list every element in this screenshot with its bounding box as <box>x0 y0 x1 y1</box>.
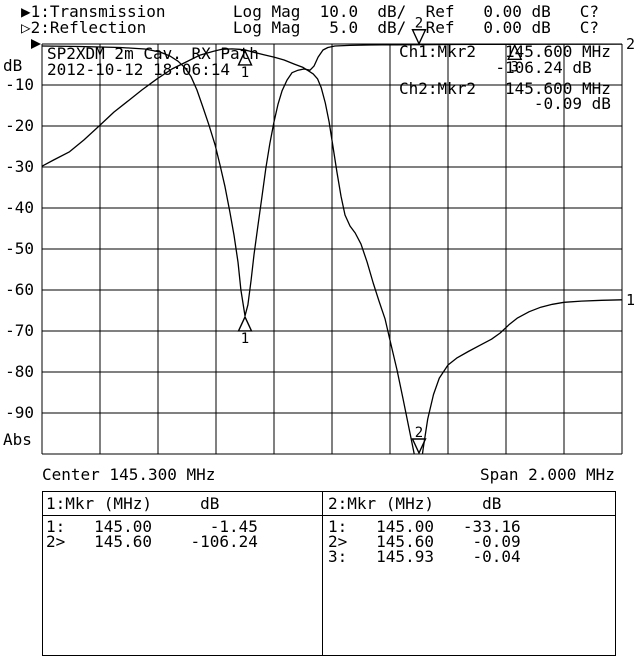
y-axis-tick-label: -40 <box>5 198 34 217</box>
y-axis-tick-label: -50 <box>5 239 34 258</box>
ch2-marker-readout-freq: Ch2:Mkr2 145.600 MHz <box>399 79 611 98</box>
marker-1-trace1-label: 1 <box>241 65 249 81</box>
measurement-title: SP2XDM 2m Cav. RX Path <box>47 44 259 63</box>
y-axis-tick-label: -60 <box>5 280 34 299</box>
marker-table-divider <box>322 492 323 655</box>
marker-table2-rows: 1: 145.00 -33.16 2> 145.60 -0.09 3: 145.… <box>328 517 521 566</box>
trace-transmission <box>42 48 622 454</box>
marker-1-trace1-symbol-icon <box>237 49 253 66</box>
ch1-marker-readout-value: -106.24 dB <box>399 58 592 77</box>
marker-1-trace2-label: 1 <box>241 331 249 347</box>
channel2-header: ▷2:Reflection Log Mag 5.0 dB/ Ref 0.00 d… <box>21 18 599 37</box>
ch2-marker-readout-value: -0.09 dB <box>399 94 611 113</box>
span-label: Span 2.000 MHz <box>480 465 615 484</box>
marker-table-rows: 1: 145.00 -1.45 2> 145.60 -106.24 1: 145… <box>43 516 615 566</box>
marker-table-headers: 1:Mkr (MHz) dB 2:Mkr (MHz) dB <box>43 492 615 516</box>
trace-2-number-label: 2 <box>626 35 635 53</box>
marker-2-trace2-label: 2 <box>415 16 423 32</box>
marker-2-trace2-symbol-icon <box>411 29 427 46</box>
marker-1-trace2-symbol-icon <box>237 315 253 332</box>
marker-table2-header: 2:Mkr (MHz) dB <box>328 494 502 513</box>
y-axis-unit: dB <box>3 56 23 75</box>
ch1-marker-readout-freq: Ch1:Mkr2 145.600 MHz <box>399 42 611 61</box>
y-axis-tick-label: -80 <box>5 362 34 381</box>
plot-area: 1 2 1 2 1 2 3 <box>31 16 635 455</box>
marker-2-trace1-symbol-icon <box>411 438 427 455</box>
marker-3-trace2-label: 3 <box>510 59 518 75</box>
y-axis-tick-label: -20 <box>5 116 34 135</box>
y-axis-tick-label: -90 <box>5 403 34 422</box>
y-axis-tick-label: -70 <box>5 321 34 340</box>
graticule <box>41 43 623 455</box>
center-frequency-label: Center 145.300 MHz <box>42 465 216 484</box>
ref-level-indicator-icon <box>31 39 41 49</box>
marker-table1-header: 1:Mkr (MHz) dB <box>46 494 220 513</box>
marker-3-trace2-symbol-icon <box>507 43 523 61</box>
y-axis-tick-label: -10 <box>5 75 34 94</box>
y-axis-tick-label: -30 <box>5 157 34 176</box>
channel1-header: ▶1:Transmission Log Mag 10.0 dB/ Ref 0.0… <box>21 2 599 21</box>
marker-tables: 1:Mkr (MHz) dB 2:Mkr (MHz) dB 1: 145.00 … <box>42 491 616 656</box>
trace-reflection <box>42 44 622 317</box>
y-axis-mode-label: Abs <box>3 430 32 449</box>
trace-1-number-label: 1 <box>626 291 635 309</box>
marker-2-trace1-label: 2 <box>415 425 423 441</box>
timestamp: 2012-10-12 18:06:14 <box>47 60 231 79</box>
marker-table1-rows: 1: 145.00 -1.45 2> 145.60 -106.24 <box>46 517 258 551</box>
